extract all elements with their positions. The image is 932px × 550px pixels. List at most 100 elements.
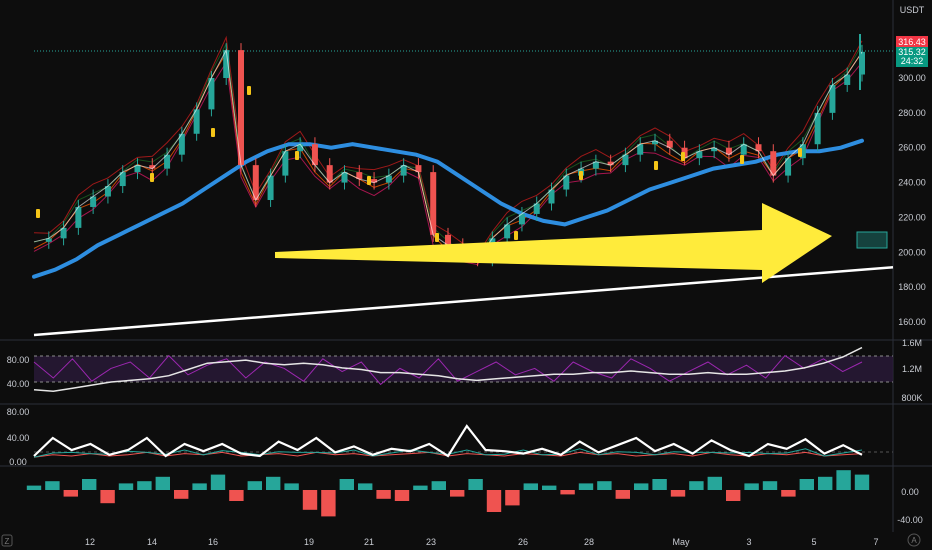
candle-body xyxy=(740,144,747,155)
macd-bar xyxy=(836,470,851,490)
candle-body xyxy=(622,154,629,166)
macd-bar xyxy=(468,479,483,490)
macd-tick-label: 0.00 xyxy=(901,487,919,497)
time-tick-label: 7 xyxy=(873,537,878,547)
macd-bar xyxy=(247,481,262,490)
candle-body xyxy=(90,196,97,207)
candle-body xyxy=(829,84,836,113)
macd-bar xyxy=(284,483,299,490)
signal-marker xyxy=(681,152,685,161)
signal-marker xyxy=(514,231,518,240)
rsi-lines xyxy=(33,346,863,393)
candle-body xyxy=(208,78,215,110)
price-axis[interactable]: 160.00 180.00 200.00 220.00 240.00 260.00 280.… xyxy=(898,73,926,327)
volume-tick-label: 800K xyxy=(901,393,922,403)
signal-marker xyxy=(798,148,802,157)
candle-body xyxy=(75,206,82,228)
candle-body xyxy=(755,144,762,152)
svg-text:316.43: 316.43 xyxy=(898,37,926,47)
candle-body xyxy=(297,144,304,152)
candle-body xyxy=(341,172,348,183)
candle-body xyxy=(592,161,599,169)
price-tick-label: 280.00 xyxy=(898,108,926,118)
signal-marker xyxy=(367,176,371,185)
macd-bar xyxy=(376,490,391,499)
candle-body xyxy=(223,50,230,78)
macd-tick-label: -40.00 xyxy=(897,515,923,525)
rsi-band xyxy=(34,356,893,382)
macd-bar xyxy=(450,490,465,497)
candle-body xyxy=(311,144,318,166)
adx-axis[interactable]: 0.00 40.00 80.00 xyxy=(7,407,30,467)
macd-bar xyxy=(431,481,446,490)
time-tick-label: May xyxy=(672,537,690,547)
macd-bar xyxy=(523,483,538,490)
macd-bar xyxy=(762,481,778,490)
signal-marker xyxy=(150,173,154,182)
candle-body xyxy=(533,203,540,214)
candle-body xyxy=(859,51,865,75)
macd-bar xyxy=(781,490,796,497)
macd-bar xyxy=(321,490,336,517)
macd-panel[interactable] xyxy=(26,470,870,517)
macd-bar xyxy=(707,476,722,490)
time-tick-label: 3 xyxy=(746,537,751,547)
candle-body xyxy=(415,165,422,173)
rsi-line xyxy=(33,346,863,393)
time-tick-label: 23 xyxy=(426,537,436,547)
candle-body xyxy=(799,144,806,159)
macd-axis[interactable]: 0.00 -40.00 xyxy=(897,487,923,525)
candle-body xyxy=(844,74,851,85)
time-axis[interactable]: 12 14 16 19 21 23 26 28 May 3 5 7 xyxy=(85,537,879,547)
panel-separators xyxy=(0,0,932,532)
signal-marker xyxy=(295,151,299,160)
macd-bar xyxy=(137,481,152,490)
adx-lines xyxy=(33,424,863,458)
time-tick-label: 12 xyxy=(85,537,95,547)
adx-tick-label: 40.00 xyxy=(7,433,30,443)
time-tick-label: 16 xyxy=(208,537,218,547)
candle-body xyxy=(371,179,378,183)
candle-body xyxy=(666,140,673,148)
svg-text:315.32: 315.32 xyxy=(898,47,926,57)
price-tick-label: 300.00 xyxy=(898,73,926,83)
rsi-axis[interactable]: 40.00 80.00 800K 1.2M 1.6M xyxy=(7,338,923,403)
price-tag-high: 316.43 xyxy=(896,36,928,47)
candle-body xyxy=(178,133,185,155)
timezone-icon[interactable]: Z xyxy=(1,534,13,547)
candle-body xyxy=(504,224,511,239)
adx-panel[interactable] xyxy=(33,424,893,458)
macd-bar xyxy=(652,479,667,490)
rsi-panel[interactable] xyxy=(33,346,893,393)
adx-line xyxy=(33,424,863,458)
candle-body xyxy=(164,154,171,169)
candle-body xyxy=(45,238,52,242)
candle-body xyxy=(711,147,718,152)
candle-body xyxy=(770,151,777,176)
candle-body xyxy=(282,151,289,176)
macd-bar xyxy=(505,490,520,506)
macd-bar xyxy=(744,483,759,490)
macd-bar xyxy=(560,490,575,495)
macd-bar xyxy=(63,490,78,497)
candle-body xyxy=(104,186,111,197)
macd-bar xyxy=(542,485,557,490)
auto-scale-icon[interactable]: A xyxy=(907,533,921,547)
macd-bar xyxy=(155,476,170,490)
price-tick-label: 240.00 xyxy=(898,178,926,188)
signal-marker xyxy=(211,128,215,137)
macd-bar xyxy=(854,474,870,490)
candle-body xyxy=(725,147,732,155)
rsi-tick-label: 80.00 xyxy=(7,355,30,365)
time-tick-label: 19 xyxy=(304,537,314,547)
adx-tick-label: 80.00 xyxy=(7,407,30,417)
candle-body xyxy=(385,175,392,183)
price-panel[interactable] xyxy=(32,34,894,337)
macd-bar xyxy=(394,490,410,501)
price-overlays xyxy=(36,34,888,283)
macd-bar xyxy=(26,485,42,490)
volume-tick-label: 1.6M xyxy=(902,338,922,348)
time-tick-label: 14 xyxy=(147,537,157,547)
